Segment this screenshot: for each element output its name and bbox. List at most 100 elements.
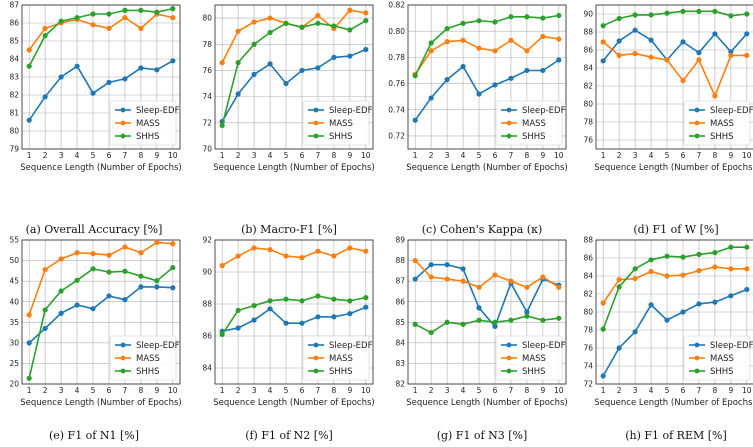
- legend-marker: [120, 342, 126, 348]
- axes-frame: [21, 239, 181, 385]
- series-line-mass: [602, 266, 747, 304]
- data-point-sleep-edf: [154, 67, 160, 73]
- data-point-mass: [363, 248, 369, 254]
- x-tick-label: 1: [601, 386, 606, 395]
- legend-label: Sleep-EDF: [710, 106, 753, 116]
- data-point-shhs: [600, 326, 606, 332]
- data-point-mass: [508, 278, 514, 284]
- data-point-mass: [712, 264, 718, 270]
- data-point-sleep-edf: [154, 284, 160, 290]
- legend-label: Sleep-EDF: [522, 341, 566, 351]
- data-point-shhs: [712, 250, 718, 256]
- y-tick-label: 83: [9, 73, 19, 82]
- data-point-shhs: [299, 24, 305, 30]
- legend-marker: [506, 107, 512, 113]
- x-tick-label: 5: [91, 386, 96, 395]
- legend-marker: [694, 368, 700, 374]
- x-axis-label: Sequence Length (Number of Epochs): [20, 163, 181, 173]
- legend-label: MASS: [710, 119, 734, 129]
- data-point-mass: [219, 60, 225, 66]
- data-point-mass: [138, 25, 144, 31]
- panel-caption: (d) F1 of W [%]: [633, 223, 718, 236]
- data-point-sleep-edf: [632, 329, 638, 335]
- data-point-shhs: [90, 11, 96, 17]
- y-tick-label: 79: [9, 145, 19, 154]
- y-tick-label: 86: [202, 332, 212, 341]
- data-point-mass: [492, 48, 498, 54]
- y-tick-label: 83: [395, 359, 405, 368]
- x-tick-label: 10: [554, 386, 564, 395]
- data-point-shhs: [267, 298, 273, 304]
- legend: Sleep-EDF MASS SHHS: [302, 100, 373, 146]
- series-line-sleep-edf: [602, 29, 748, 62]
- y-tick-label: 55: [9, 236, 19, 245]
- data-point-mass: [664, 273, 670, 279]
- x-tick-label: 1: [27, 386, 32, 395]
- series-line-mass: [28, 241, 173, 316]
- data-point-sleep-edf: [696, 301, 702, 307]
- data-point-mass: [540, 33, 546, 40]
- data-point-sleep-edf: [712, 299, 718, 305]
- series-line-shhs: [28, 7, 173, 67]
- legend-marker: [120, 355, 126, 361]
- data-point-mass: [696, 268, 702, 274]
- data-point-shhs: [42, 307, 48, 313]
- data-point-sleep-edf: [363, 46, 369, 53]
- data-point-mass: [728, 266, 734, 272]
- x-axis-label: Sequence Length (Number of Epochs): [594, 163, 753, 173]
- x-tick-label: 10: [168, 151, 178, 160]
- data-point-sleep-edf: [299, 67, 305, 74]
- data-point-sleep-edf: [648, 302, 654, 308]
- data-point-mass: [524, 48, 530, 54]
- x-tick-label: 6: [107, 151, 112, 160]
- legend-label: MASS: [522, 119, 546, 129]
- legend-label: SHHS: [522, 367, 546, 377]
- legend: Sleep-EDF MASS SHHS: [109, 100, 180, 146]
- data-point-mass: [460, 278, 466, 284]
- x-tick-label: 4: [461, 386, 466, 395]
- y-tick-label: 90: [583, 10, 593, 19]
- x-axis-label: Sequence Length (Number of Epochs): [20, 398, 181, 408]
- data-point-shhs: [347, 298, 353, 304]
- data-point-shhs: [331, 296, 337, 302]
- data-point-shhs: [712, 8, 718, 14]
- y-tick-label: 20: [9, 380, 19, 389]
- y-tick-label: 90: [202, 268, 212, 277]
- y-tick-label: 0.82: [388, 1, 405, 10]
- data-point-mass: [331, 253, 337, 259]
- data-point-sleep-edf: [696, 50, 702, 56]
- y-tick-label: 70: [202, 145, 212, 154]
- data-point-shhs: [664, 10, 670, 16]
- x-tick-label: 9: [540, 386, 545, 395]
- data-point-shhs: [632, 12, 638, 18]
- x-axis-label: Sequence Length (Number of Epochs): [213, 398, 374, 408]
- y-tick-label: 74: [583, 362, 593, 371]
- y-tick-label: 86: [395, 297, 405, 306]
- y-tick-label: 85: [9, 37, 19, 46]
- y-tick-label: 84: [395, 338, 405, 347]
- x-tick-label: 5: [477, 151, 482, 160]
- data-point-mass: [524, 284, 530, 290]
- data-point-sleep-edf: [363, 304, 369, 310]
- legend-marker: [313, 342, 319, 348]
- legend-marker: [313, 133, 319, 139]
- legend-marker: [694, 133, 700, 139]
- data-point-shhs: [219, 122, 225, 129]
- data-point-shhs: [524, 14, 530, 20]
- x-tick-label: 2: [236, 386, 241, 395]
- data-point-mass: [42, 25, 48, 31]
- x-tick-label: 9: [728, 386, 733, 395]
- axes-frame: [407, 4, 567, 150]
- chart-panel-6: 84 86 88 90 92 1 2 3 4 5 6 7 8 9 10 Sequence Length (Nu…: [202, 236, 374, 442]
- data-point-sleep-edf: [42, 94, 48, 100]
- legend-label: SHHS: [136, 367, 160, 377]
- legend-label: SHHS: [710, 132, 734, 142]
- x-tick-label: 9: [728, 151, 733, 160]
- data-point-mass: [680, 272, 686, 278]
- x-tick-label: 6: [300, 386, 305, 395]
- data-point-mass: [444, 39, 450, 45]
- data-point-shhs: [74, 15, 80, 21]
- data-point-mass: [556, 36, 562, 42]
- legend-box: [109, 335, 177, 381]
- x-tick-label: 7: [697, 386, 702, 395]
